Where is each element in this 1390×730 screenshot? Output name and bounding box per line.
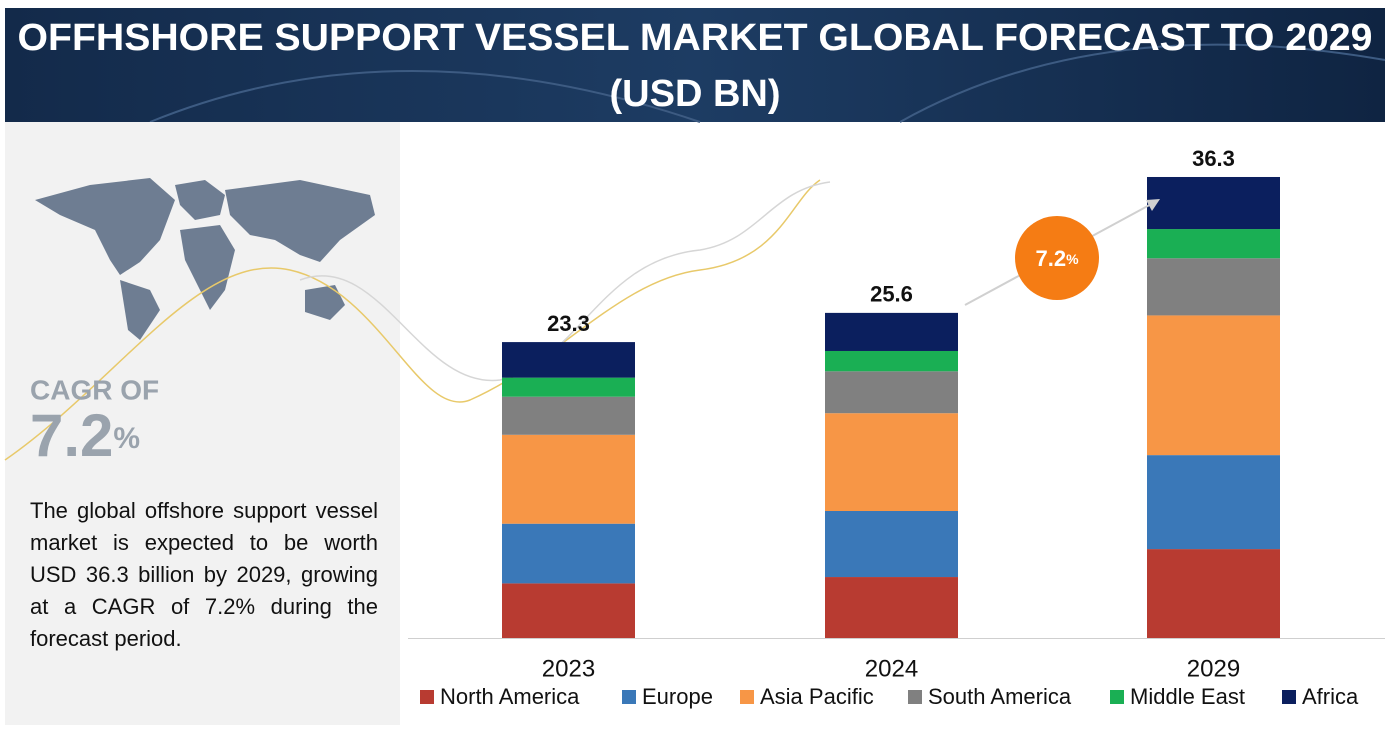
total-label: 23.3 — [547, 311, 590, 336]
bar-segment — [502, 342, 635, 378]
legend-swatch — [622, 690, 636, 704]
bar-segment — [1147, 315, 1280, 456]
legend-label: Asia Pacific — [760, 684, 874, 709]
cagr-bubble-number: 7.2 — [1035, 246, 1066, 271]
cagr-bubble-unit: % — [1066, 251, 1079, 267]
x-tick-label: 2023 — [542, 655, 595, 682]
bar-segment — [825, 577, 958, 638]
cagr-label: CAGR OF — [30, 374, 159, 405]
x-tick-label: 2024 — [865, 655, 918, 682]
total-label: 36.3 — [1192, 146, 1235, 171]
bar-segment — [1147, 258, 1280, 316]
cagr-value: 7.2% — [30, 402, 140, 469]
header-band — [5, 8, 1385, 122]
cagr-number: 7.2 — [30, 402, 113, 469]
cagr-bubble — [1015, 216, 1099, 300]
cagr-arrow-head — [1146, 199, 1160, 211]
bar-segment — [502, 523, 635, 584]
legend-swatch — [1110, 690, 1124, 704]
legend-label: South America — [928, 684, 1072, 709]
bar-segment — [825, 413, 958, 511]
cagr-bubble-label: 7.2% — [1035, 246, 1079, 271]
bar-segment — [1147, 176, 1280, 230]
description: The global offshore support vessel marke… — [30, 498, 378, 651]
legend-label: Middle East — [1130, 684, 1245, 709]
bar-segment — [1147, 229, 1280, 259]
legend-label: Africa — [1302, 684, 1359, 709]
cagr-unit: % — [113, 422, 140, 455]
bar-segment — [1147, 549, 1280, 638]
bar-segment — [825, 350, 958, 372]
world-map — [35, 178, 375, 340]
header-decoration — [149, 43, 1386, 123]
total-label: 25.6 — [870, 282, 913, 307]
decorative-curve — [4, 179, 821, 461]
title-line: (USD BN) — [610, 73, 781, 115]
legend-label: North America — [440, 684, 580, 709]
bar-segment — [502, 583, 635, 638]
bar-segment — [825, 312, 958, 351]
bar-segment — [1147, 455, 1280, 550]
legend-swatch — [908, 690, 922, 704]
bar-segment — [502, 377, 635, 397]
legend-swatch — [420, 690, 434, 704]
bar-segment — [502, 434, 635, 524]
decorative-curve — [299, 181, 831, 382]
bar-segment — [502, 396, 635, 435]
bar-segment — [825, 371, 958, 414]
legend-swatch — [740, 690, 754, 704]
bar-segment — [825, 511, 958, 578]
title-line: OFFHSHORE SUPPORT VESSEL MARKET GLOBAL F… — [18, 17, 1373, 59]
legend-label: Europe — [642, 684, 713, 709]
x-tick-label: 2029 — [1187, 655, 1240, 682]
legend-swatch — [1282, 690, 1296, 704]
